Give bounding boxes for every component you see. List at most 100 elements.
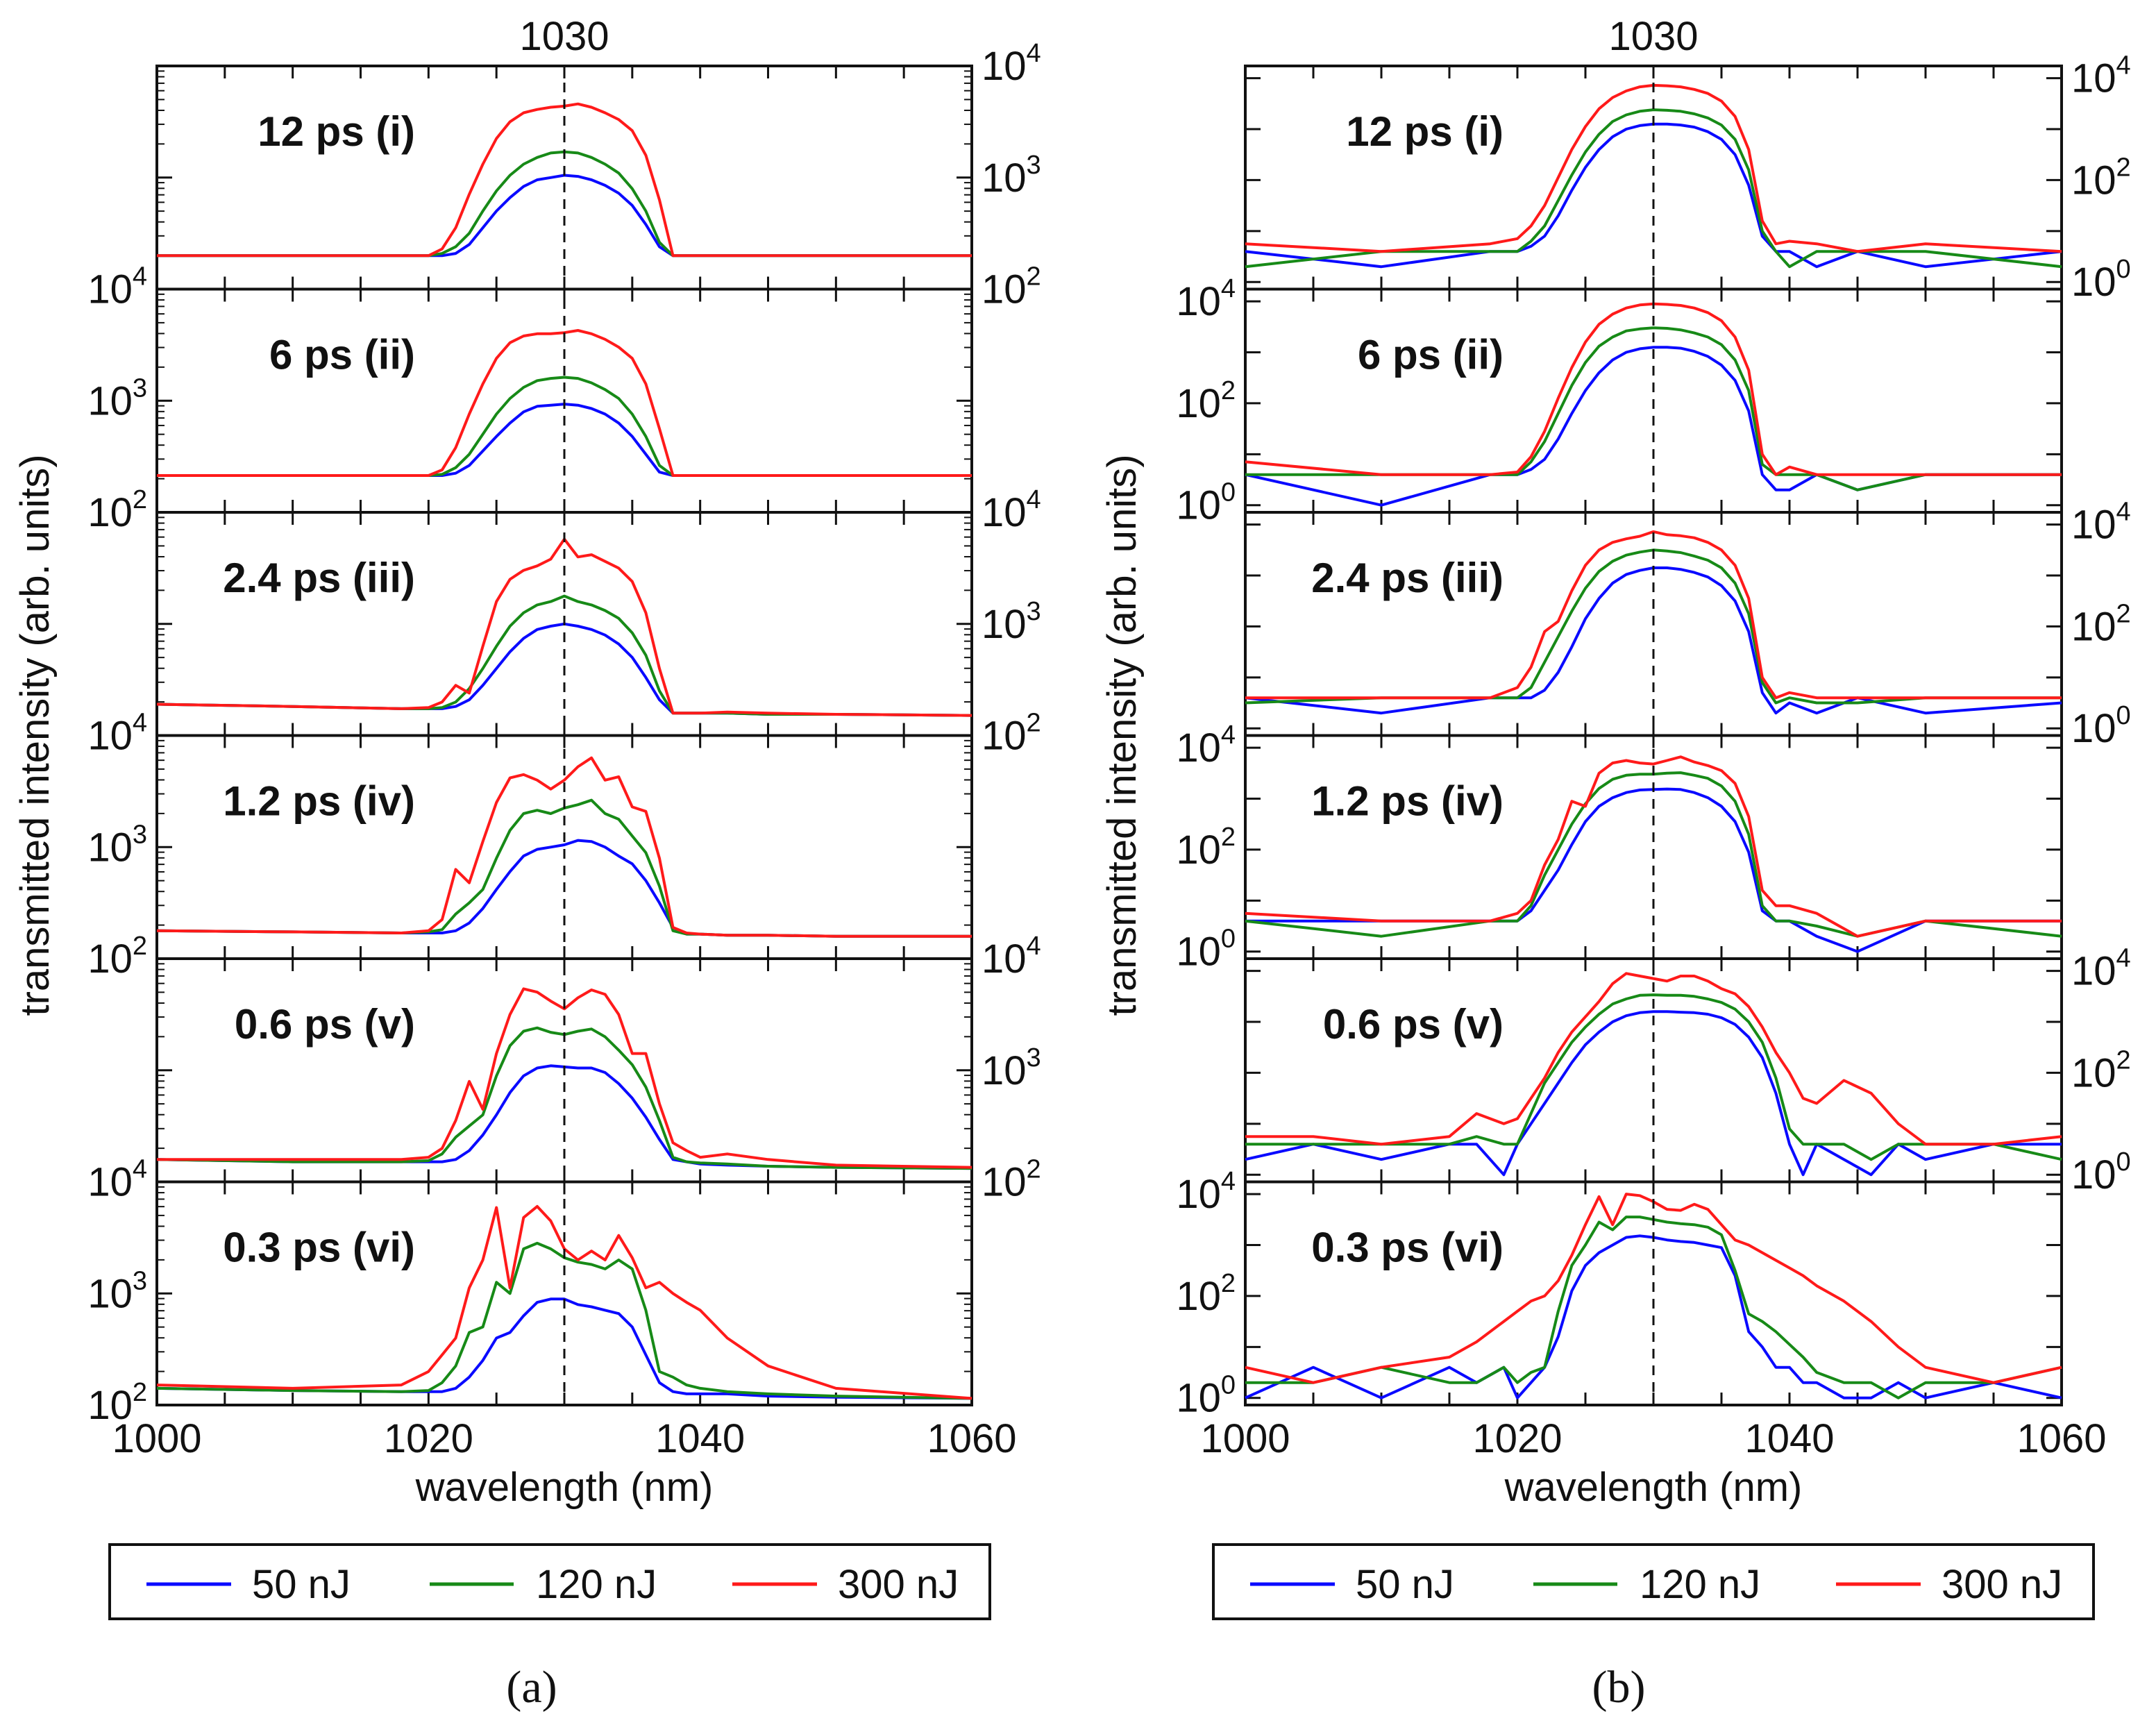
y-tick-label-base: 10 — [1176, 279, 1221, 324]
y-tick-label: 104 — [982, 485, 1041, 535]
panel-label: 6 ps (ii) — [269, 332, 415, 378]
series-line-120nj — [1245, 1216, 2062, 1399]
y-tick-label-exponent: 4 — [133, 709, 147, 738]
series-line-50nj — [1245, 122, 2062, 269]
y-tick-label-base: 10 — [2071, 56, 2116, 101]
y-tick-label: 102 — [2071, 1045, 2131, 1095]
series-line-50nj — [1245, 1010, 2062, 1177]
legend: 50 nJ 120 nJ 300 nJ — [1212, 1543, 2095, 1620]
series-line-50nj — [1245, 1234, 2062, 1399]
y-tick-label-exponent: 2 — [2116, 153, 2131, 182]
y-tick-label: 100 — [1176, 1371, 1236, 1421]
y-tick-label: 104 — [1176, 1167, 1236, 1217]
y-tick-label-exponent: 2 — [1027, 709, 1041, 738]
y-tick-label-exponent: 3 — [133, 1266, 147, 1295]
y-tick-label-exponent: 2 — [2116, 599, 2131, 628]
legend-label: 50 nJ — [1356, 1562, 1454, 1607]
y-tick-label: 104 — [87, 709, 147, 759]
y-tick-label-base: 10 — [87, 1160, 133, 1205]
y-tick-label-base: 10 — [982, 267, 1027, 312]
y-tick-label-base: 10 — [982, 1160, 1027, 1205]
y-tick-label-base: 10 — [982, 936, 1027, 982]
y-tick-label-base: 10 — [982, 714, 1027, 759]
y-tick-label-exponent: 4 — [2116, 498, 2131, 527]
panel-label: 2.4 ps (iii) — [1311, 555, 1504, 601]
y-tick-label: 102 — [1176, 1269, 1236, 1319]
y-tick-label-exponent: 4 — [133, 262, 147, 292]
y-tick-label-base: 10 — [2071, 949, 2116, 994]
panel-label: 0.3 ps (vi) — [223, 1225, 415, 1271]
series-line-300nj — [1245, 302, 2062, 476]
series-line-120nj — [1245, 548, 2062, 705]
y-tick-label: 104 — [87, 262, 147, 312]
y-tick-label: 100 — [1176, 478, 1236, 528]
series-line-300nj — [1245, 1193, 2062, 1384]
y-tick-label: 103 — [982, 597, 1041, 647]
x-tick-label: 1060 — [927, 1416, 1016, 1461]
panel-label: 0.6 ps (v) — [1323, 1001, 1504, 1048]
series-line-50nj — [1245, 566, 2062, 715]
y-tick-label: 100 — [2071, 255, 2131, 305]
y-tick-label-exponent: 4 — [2116, 51, 2131, 81]
y-tick-label-base: 10 — [1176, 381, 1221, 426]
y-tick-label-exponent: 2 — [1221, 1269, 1236, 1298]
x-tick-label: 1040 — [1744, 1416, 1834, 1461]
y-tick-label-base: 10 — [982, 44, 1027, 89]
x-axis-label: wavelength (nm) — [1504, 1465, 1803, 1510]
panel-label: 1.2 ps (iv) — [1311, 778, 1504, 825]
series-line-120nj — [156, 1241, 972, 1400]
legend-box — [1212, 1543, 2095, 1620]
y-tick-label: 104 — [1176, 274, 1236, 324]
panel-label: 12 ps (i) — [1346, 108, 1504, 155]
legend-label: 300 nJ — [1942, 1562, 2062, 1607]
y-tick-label-exponent: 0 — [2116, 701, 2131, 730]
y-tick-label: 104 — [2071, 498, 2131, 548]
y-tick-label-exponent: 2 — [1027, 1155, 1041, 1184]
panel-label: 2.4 ps (iii) — [223, 555, 415, 601]
y-tick-label-base: 10 — [982, 1048, 1027, 1093]
reference-line-label: 1030 — [1608, 14, 1698, 59]
y-tick-label-exponent: 2 — [133, 932, 147, 961]
y-tick-label: 102 — [87, 485, 147, 535]
y-tick-label-exponent: 4 — [1221, 721, 1236, 750]
panel-label: 0.3 ps (vi) — [1311, 1225, 1504, 1271]
y-tick-label: 102 — [1176, 823, 1236, 873]
y-tick-label: 102 — [2071, 599, 2131, 649]
y-tick-label-exponent: 2 — [133, 1378, 147, 1407]
y-tick-label-exponent: 4 — [1027, 39, 1041, 68]
y-axis-label: transmitted intensity (arb. units) — [12, 454, 58, 1016]
series-line-300nj — [157, 987, 972, 1169]
y-tick-label-exponent: 4 — [1221, 1167, 1236, 1196]
x-axis-label: wavelength (nm) — [415, 1465, 714, 1510]
x-tick-label: 1060 — [2016, 1416, 2106, 1461]
y-tick-label-exponent: 2 — [1221, 376, 1236, 405]
y-tick-label: 102 — [87, 932, 147, 982]
series-line-50nj — [1245, 346, 2062, 507]
y-tick-label-exponent: 2 — [2116, 1045, 2131, 1075]
y-tick-label: 100 — [1176, 925, 1236, 975]
y-tick-label-base: 10 — [2071, 260, 2116, 305]
y-tick-label-base: 10 — [982, 602, 1027, 647]
legend-label: 300 nJ — [838, 1562, 959, 1607]
y-tick-label-exponent: 4 — [2116, 944, 2131, 973]
series-line-300nj — [1245, 530, 2062, 700]
x-tick-label: 1020 — [1472, 1416, 1562, 1461]
legend-label: 120 nJ — [1640, 1562, 1760, 1607]
y-tick-label-exponent: 2 — [1221, 823, 1236, 852]
y-tick-label-base: 10 — [87, 1383, 133, 1428]
y-tick-label: 104 — [982, 39, 1041, 89]
series-line-300nj — [156, 537, 972, 717]
y-tick-label-base: 10 — [87, 936, 133, 982]
y-tick-label-base: 10 — [87, 490, 133, 535]
y-tick-label: 104 — [87, 1155, 147, 1205]
y-tick-label-base: 10 — [2071, 158, 2116, 203]
